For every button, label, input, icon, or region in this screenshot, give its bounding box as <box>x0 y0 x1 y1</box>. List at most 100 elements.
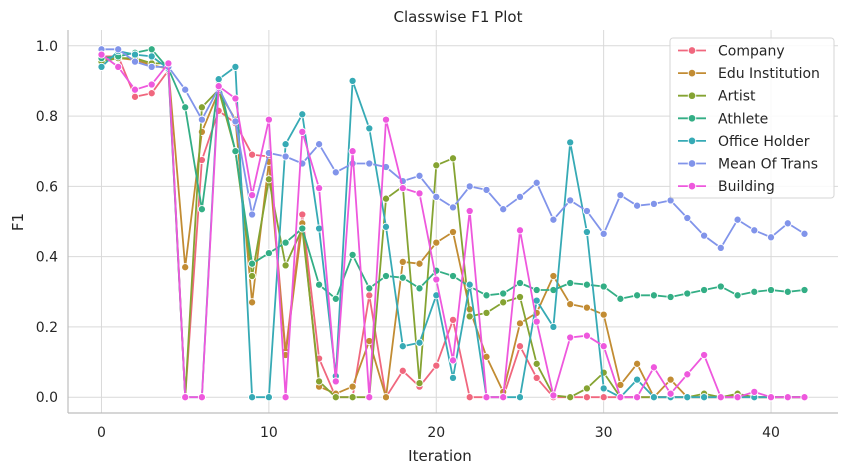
data-point-office-holder <box>649 393 658 402</box>
data-point-athlete <box>448 271 458 281</box>
data-point-edu-institution <box>432 238 441 247</box>
data-point-artist <box>415 379 424 388</box>
legend: Company Edu Institution Artist Athlete Offic… <box>669 37 835 199</box>
data-point-building <box>432 275 441 284</box>
data-point-building <box>800 393 809 402</box>
data-point-athlete <box>398 273 407 282</box>
data-point-office-holder <box>582 227 591 237</box>
data-point-mean-of-trans <box>465 182 474 191</box>
data-point-edu-institution <box>515 319 525 328</box>
legend-swatch-marker <box>687 91 697 100</box>
legend-item-edu-institution: Edu Institution <box>678 66 820 82</box>
data-point-athlete <box>700 285 709 295</box>
data-point-company <box>532 373 541 382</box>
data-point-mean-of-trans <box>766 233 776 242</box>
data-point-building <box>633 393 642 402</box>
data-point-athlete <box>231 147 240 156</box>
data-point-building <box>381 115 391 124</box>
data-point-edu-institution <box>582 303 591 312</box>
data-point-office-holder <box>381 222 391 231</box>
data-point-building <box>783 393 792 402</box>
data-point-building <box>281 393 290 402</box>
data-point-artist <box>248 271 257 281</box>
data-point-mean-of-trans <box>231 117 240 126</box>
data-point-building <box>465 206 474 216</box>
data-point-building <box>214 82 223 91</box>
data-point-office-holder <box>566 138 575 147</box>
data-point-edu-institution <box>398 257 407 266</box>
data-point-athlete <box>298 224 307 233</box>
data-point-edu-institution <box>348 382 357 391</box>
data-point-mean-of-trans <box>750 226 759 235</box>
data-point-office-holder <box>683 393 692 402</box>
data-point-office-holder <box>515 393 525 402</box>
data-point-athlete <box>582 280 591 289</box>
data-point-building <box>248 191 257 200</box>
legend-item-company: Company <box>678 44 785 60</box>
legend-item-building: Building <box>678 179 775 195</box>
data-point-mean-of-trans <box>683 213 692 223</box>
legend-label: Artist <box>718 89 756 105</box>
data-point-mean-of-trans <box>181 85 190 94</box>
data-point-mean-of-trans <box>599 229 608 238</box>
y-tick-label: 0.8 <box>36 109 58 125</box>
plot-area <box>97 45 809 402</box>
data-point-mean-of-trans <box>415 171 424 180</box>
data-point-athlete <box>733 291 742 300</box>
data-point-mean-of-trans <box>114 45 123 54</box>
data-point-company <box>298 210 307 219</box>
legend-item-mean-of-trans: Mean Of Trans <box>678 157 818 173</box>
y-tick-label: 0.6 <box>36 179 58 195</box>
data-point-mean-of-trans <box>549 215 558 224</box>
data-point-building <box>315 184 324 193</box>
series-building <box>97 50 809 402</box>
legend-swatch-marker <box>687 46 697 55</box>
data-point-mean-of-trans <box>197 115 206 124</box>
data-point-office-holder <box>633 375 642 384</box>
data-point-athlete <box>566 278 575 288</box>
y-tick-label: 1.0 <box>36 39 58 55</box>
legend-item-office-holder: Office Holder <box>678 134 810 150</box>
data-point-mean-of-trans <box>515 192 525 201</box>
x-tick-label: 20 <box>427 425 445 441</box>
legend-label: Company <box>718 44 785 60</box>
data-point-edu-institution <box>566 300 575 309</box>
data-point-athlete <box>281 238 290 247</box>
data-point-artist <box>532 359 541 368</box>
data-point-company <box>515 342 525 351</box>
data-point-athlete <box>716 282 725 291</box>
data-point-company <box>582 393 591 402</box>
data-point-building <box>515 226 525 235</box>
data-point-building <box>700 350 709 360</box>
data-point-mean-of-trans <box>716 243 725 252</box>
data-point-building <box>499 393 508 402</box>
data-point-artist <box>315 377 324 386</box>
x-tick-label: 0 <box>97 425 106 441</box>
data-point-office-holder <box>365 124 374 133</box>
data-point-mean-of-trans <box>800 229 809 238</box>
data-point-mean-of-trans <box>733 215 742 224</box>
data-point-athlete <box>616 294 625 303</box>
y-tick-label: 0.0 <box>36 390 58 406</box>
legend-item-artist: Artist <box>678 89 756 105</box>
data-point-mean-of-trans <box>432 192 441 201</box>
legend-swatch-marker <box>687 181 697 191</box>
data-point-artist <box>566 393 575 402</box>
x-tick-label: 10 <box>260 425 278 441</box>
data-point-edu-institution <box>666 375 675 384</box>
legend-swatch-marker <box>687 159 697 168</box>
data-point-edu-institution <box>599 310 608 319</box>
data-point-building <box>415 189 424 198</box>
legend-label: Athlete <box>718 111 768 127</box>
data-point-athlete <box>181 103 190 112</box>
data-point-athlete <box>683 289 692 298</box>
data-point-office-holder <box>700 393 709 402</box>
legend-item-athlete: Athlete <box>678 111 768 127</box>
data-point-building <box>683 370 692 379</box>
chart-title: Classwise F1 Plot <box>394 8 523 26</box>
data-point-mean-of-trans <box>482 185 491 194</box>
data-point-mean-of-trans <box>532 178 541 187</box>
data-point-artist <box>515 292 525 302</box>
data-point-mean-of-trans <box>147 62 156 71</box>
